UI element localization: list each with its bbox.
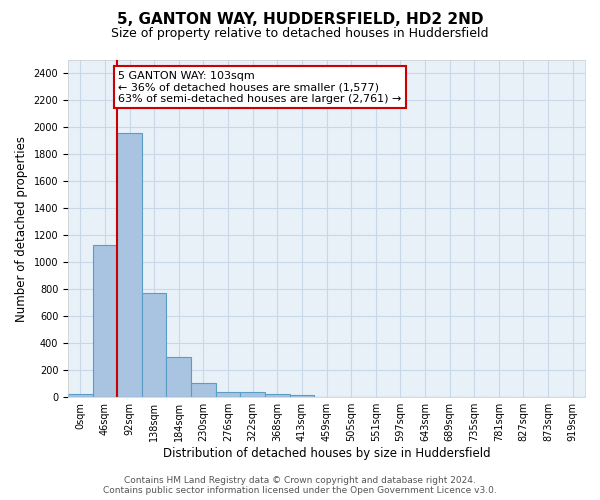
Text: Size of property relative to detached houses in Huddersfield: Size of property relative to detached ho… xyxy=(111,28,489,40)
Bar xyxy=(216,392,241,397)
Bar xyxy=(117,133,142,397)
Text: 5 GANTON WAY: 103sqm
← 36% of detached houses are smaller (1,577)
63% of semi-de: 5 GANTON WAY: 103sqm ← 36% of detached h… xyxy=(118,71,402,104)
Text: 5, GANTON WAY, HUDDERSFIELD, HD2 2ND: 5, GANTON WAY, HUDDERSFIELD, HD2 2ND xyxy=(117,12,483,28)
Text: Contains HM Land Registry data © Crown copyright and database right 2024.
Contai: Contains HM Land Registry data © Crown c… xyxy=(103,476,497,495)
Bar xyxy=(191,383,216,397)
Bar xyxy=(142,292,166,397)
Bar xyxy=(265,394,290,397)
Bar xyxy=(166,356,191,397)
Bar xyxy=(241,392,265,397)
Bar xyxy=(290,395,314,397)
X-axis label: Distribution of detached houses by size in Huddersfield: Distribution of detached houses by size … xyxy=(163,447,490,460)
Y-axis label: Number of detached properties: Number of detached properties xyxy=(15,136,28,322)
Bar xyxy=(92,245,117,397)
Bar xyxy=(68,394,92,397)
